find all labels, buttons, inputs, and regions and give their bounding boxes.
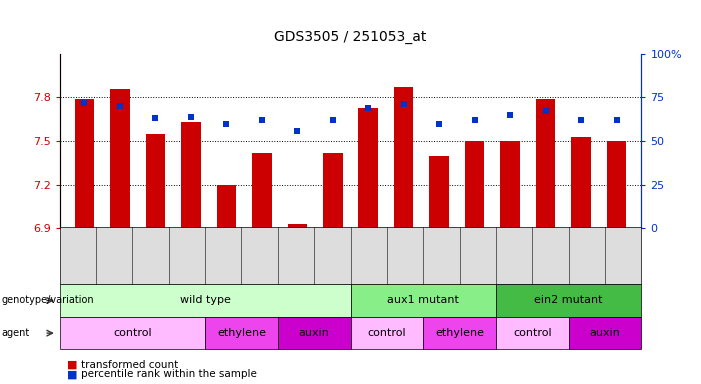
Text: ethylene: ethylene [217,328,266,338]
Bar [75,99,94,228]
Bar [536,99,555,228]
Bar [252,153,271,228]
Text: GSM179973: GSM179973 [292,229,301,281]
Text: agent: agent [1,328,29,338]
Point [327,117,339,123]
Text: control: control [513,328,552,338]
Text: GSM179970: GSM179970 [473,229,482,281]
Point [540,108,551,114]
Text: GSM179959: GSM179959 [109,229,118,281]
Text: GSM179975: GSM179975 [510,229,519,281]
Text: GSM179976: GSM179976 [546,229,555,281]
Text: ethylene: ethylene [435,328,484,338]
Point [398,101,409,108]
Text: GDS3505 / 251053_at: GDS3505 / 251053_at [274,30,427,44]
Bar [110,89,130,228]
Bar [358,108,378,228]
Point [150,115,161,121]
Text: control: control [367,328,406,338]
Text: ein2 mutant: ein2 mutant [534,295,603,306]
Text: control: control [113,328,151,338]
Bar [571,137,591,228]
Text: GSM179971: GSM179971 [146,229,155,281]
Bar [465,141,484,228]
Point [221,121,232,127]
Point [256,117,267,123]
Bar [287,224,307,228]
Point [79,99,90,106]
Text: GSM179978: GSM179978 [619,229,627,281]
Text: GSM179977: GSM179977 [583,229,592,281]
Point [185,114,196,120]
Text: ■: ■ [67,360,77,370]
Text: percentile rank within the sample: percentile rank within the sample [81,369,257,379]
Bar [607,141,626,228]
Point [469,117,480,123]
Text: GSM179963: GSM179963 [365,229,373,281]
Bar [430,156,449,228]
Point [611,117,622,123]
Bar [394,87,414,228]
Text: auxin: auxin [590,328,620,338]
Bar [181,122,200,228]
Point [114,103,125,109]
Text: GSM179974: GSM179974 [328,229,336,281]
Point [292,127,303,134]
Bar [146,134,165,228]
Bar [323,153,343,228]
Text: wild type: wild type [179,295,231,306]
Text: GSM179960: GSM179960 [219,229,228,281]
Text: aux1 mutant: aux1 mutant [387,295,459,306]
Text: GSM179969: GSM179969 [437,229,446,281]
Point [434,121,445,127]
Text: GSM179967: GSM179967 [400,229,409,281]
Text: transformed count: transformed count [81,360,178,370]
Point [576,117,587,123]
Text: GSM179972: GSM179972 [182,229,191,281]
Bar [501,141,520,228]
Text: GSM179961: GSM179961 [255,229,264,281]
Text: genotype/variation: genotype/variation [1,295,94,306]
Text: GSM179958: GSM179958 [74,229,82,281]
Point [362,105,374,111]
Bar [217,185,236,228]
Text: ■: ■ [67,369,77,379]
Text: auxin: auxin [299,328,329,338]
Point [505,112,516,118]
